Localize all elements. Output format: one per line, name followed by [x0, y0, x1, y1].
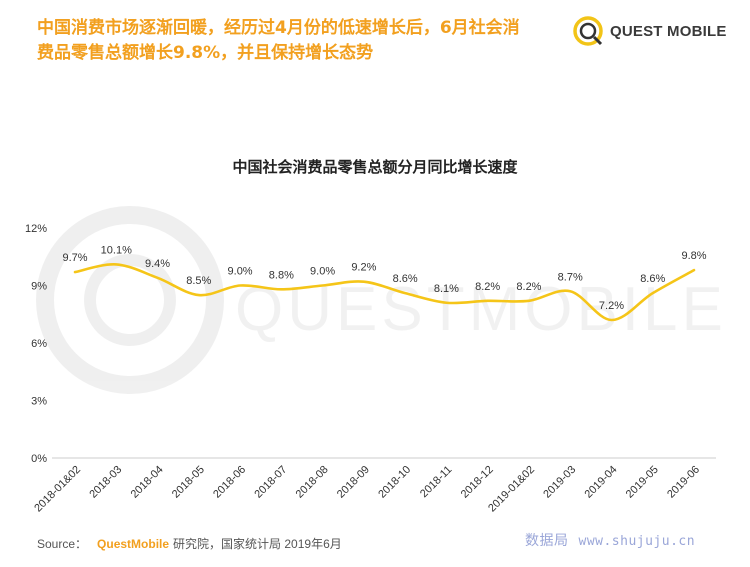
y-tick-label: 9%	[31, 281, 47, 293]
data-label: 8.7%	[558, 271, 583, 283]
data-label: 9.7%	[62, 252, 87, 264]
x-tick-label: 2019-03	[541, 464, 578, 501]
headline-line-2: 费品零售总额增长9.8%，并且保持增长态势	[37, 43, 374, 63]
site-watermark: 数据局 www.shujuju.cn	[525, 530, 695, 550]
x-tick-label: 2018-04	[129, 464, 166, 501]
data-label: 8.2%	[516, 281, 541, 293]
y-tick-label: 12%	[25, 223, 47, 235]
x-tick-label: 2018-06	[211, 464, 248, 501]
data-label: 8.8%	[269, 269, 294, 281]
data-label: 9.2%	[351, 262, 376, 274]
data-label: 8.6%	[393, 273, 418, 285]
data-label: 8.6%	[640, 273, 665, 285]
x-tick-label: 2018-08	[294, 464, 331, 501]
x-tick-label: 2019-04	[583, 464, 620, 501]
questmobile-logo: QUEST MOBILE	[572, 13, 727, 49]
source-note: Source： QuestMobile 研究院，国家统计局 2019年6月	[37, 535, 342, 552]
y-tick-label: 6%	[31, 338, 47, 350]
series-line	[73, 263, 696, 322]
site-watermark-name: 数据局	[525, 534, 569, 549]
y-axis-ticks: 0% 3% 6% 9% 12%	[25, 223, 47, 465]
data-label: 8.2%	[475, 281, 500, 293]
x-tick-label: 2018-10	[376, 464, 413, 501]
site-watermark-url: www.shujuju.cn	[578, 534, 696, 549]
data-label: 9.0%	[228, 266, 253, 278]
source-prefix: Source：	[37, 537, 88, 551]
y-tick-label: 0%	[31, 453, 47, 465]
headline-line-1: 中国消费市场逐渐回暖，经历过4月份的低速增长后，6月社会消	[37, 18, 520, 38]
data-labels: 9.7% 10.1% 9.4% 8.5% 9.0% 8.8% 9.0% 9.2% 8.6% 8.1…	[62, 244, 706, 312]
source-org: QuestMobile	[97, 537, 170, 551]
x-tick-label: 2019-06	[665, 464, 702, 501]
data-label: 8.1%	[434, 283, 459, 295]
data-label: 10.1%	[101, 244, 132, 256]
brand-name: QUEST MOBILE	[610, 22, 727, 40]
x-tick-label: 2018-01&02	[32, 464, 83, 515]
x-axis-ticks: 2018-01&02 2018-03 2018-04 2018-05 2018-06 20…	[32, 464, 702, 515]
data-label: 8.5%	[186, 275, 211, 287]
data-label: 9.8%	[681, 250, 706, 262]
data-label: 9.0%	[310, 266, 335, 278]
x-tick-label: 2018-11	[418, 464, 454, 500]
watermark-logo	[36, 206, 224, 394]
chart-title: 中国社会消费品零售总额分月同比增长速度	[232, 158, 518, 176]
x-tick-label: 2018-03	[87, 464, 124, 501]
source-rest: 研究院，国家统计局 2019年6月	[173, 537, 342, 551]
x-tick-label: 2018-09	[335, 464, 372, 501]
data-label: 7.2%	[599, 300, 624, 312]
x-tick-label: 2019-05	[624, 464, 661, 501]
x-tick-label: 2018-05	[170, 464, 207, 501]
y-tick-label: 3%	[31, 396, 47, 408]
x-tick-label: 2018-12	[459, 464, 496, 501]
questmobile-logo-icon	[573, 16, 603, 46]
data-label: 9.4%	[145, 258, 170, 270]
x-tick-label: 2018-07	[252, 464, 289, 501]
headline: 中国消费市场逐渐回暖，经历过4月份的低速增长后，6月社会消 费品零售总额增长9.…	[37, 16, 557, 66]
